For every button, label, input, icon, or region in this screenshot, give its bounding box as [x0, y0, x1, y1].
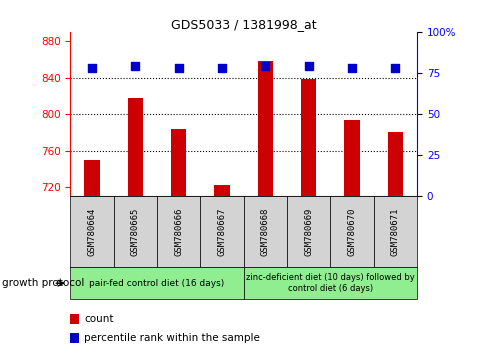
Text: GSM780668: GSM780668 — [260, 208, 269, 256]
Text: count: count — [84, 314, 113, 324]
Text: GSM780670: GSM780670 — [347, 208, 356, 256]
Bar — [84, 160, 99, 196]
Bar — [113, 196, 157, 267]
Point — [304, 64, 312, 69]
Bar — [200, 196, 243, 267]
Bar — [344, 120, 359, 196]
Bar — [243, 267, 416, 299]
Point — [218, 65, 226, 71]
Title: GDS5033 / 1381998_at: GDS5033 / 1381998_at — [170, 18, 316, 31]
Bar — [373, 196, 416, 267]
Text: GSM780671: GSM780671 — [390, 208, 399, 256]
Bar — [301, 79, 316, 196]
Bar — [257, 61, 272, 196]
Text: GSM780664: GSM780664 — [87, 208, 96, 256]
Bar — [214, 185, 229, 196]
Bar — [287, 196, 330, 267]
Bar — [243, 196, 287, 267]
Point — [88, 65, 96, 71]
Bar — [387, 132, 402, 196]
Text: GSM780669: GSM780669 — [303, 208, 313, 256]
Text: growth protocol: growth protocol — [2, 278, 85, 288]
Bar — [157, 196, 200, 267]
Bar — [70, 314, 79, 324]
Text: GSM780667: GSM780667 — [217, 208, 226, 256]
Bar — [70, 196, 113, 267]
Bar — [70, 333, 79, 343]
Point — [348, 65, 355, 71]
Point — [131, 64, 139, 69]
Bar — [330, 196, 373, 267]
Text: zinc-deficient diet (10 days) followed by
control diet (6 days): zinc-deficient diet (10 days) followed b… — [245, 274, 414, 293]
Point — [174, 65, 182, 71]
Point — [391, 65, 398, 71]
Text: percentile rank within the sample: percentile rank within the sample — [84, 333, 259, 343]
Text: GSM780666: GSM780666 — [174, 208, 183, 256]
Bar — [70, 267, 243, 299]
Point — [261, 64, 269, 69]
Bar — [171, 129, 186, 196]
Text: pair-fed control diet (16 days): pair-fed control diet (16 days) — [89, 279, 224, 288]
Bar — [127, 98, 143, 196]
Text: GSM780665: GSM780665 — [131, 208, 139, 256]
